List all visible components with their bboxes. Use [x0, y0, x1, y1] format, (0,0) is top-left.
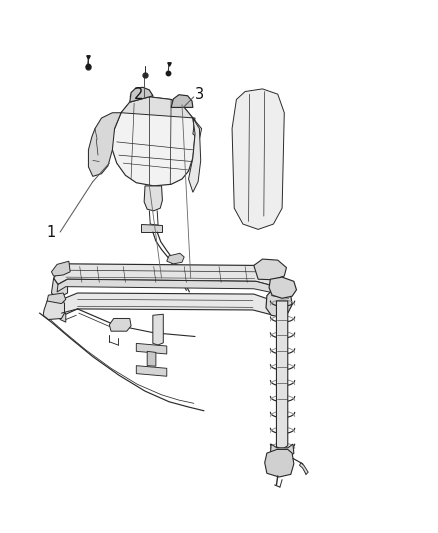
Polygon shape — [141, 224, 162, 232]
Polygon shape — [147, 351, 156, 366]
Text: 3: 3 — [195, 87, 204, 102]
Polygon shape — [136, 343, 167, 354]
Polygon shape — [110, 318, 131, 331]
Polygon shape — [153, 314, 163, 345]
Polygon shape — [88, 113, 121, 176]
Polygon shape — [167, 253, 184, 264]
Polygon shape — [171, 95, 193, 108]
Polygon shape — [57, 279, 280, 294]
Polygon shape — [270, 444, 294, 458]
Text: 1: 1 — [47, 224, 56, 239]
Polygon shape — [51, 261, 70, 276]
Polygon shape — [276, 301, 288, 449]
Polygon shape — [53, 264, 284, 288]
Polygon shape — [47, 293, 66, 304]
Polygon shape — [232, 89, 284, 229]
Polygon shape — [144, 186, 162, 211]
Polygon shape — [266, 289, 292, 317]
Polygon shape — [121, 97, 201, 139]
Polygon shape — [254, 259, 286, 280]
Polygon shape — [300, 463, 308, 474]
Polygon shape — [51, 278, 67, 298]
Polygon shape — [43, 297, 64, 319]
Text: 2: 2 — [134, 87, 143, 102]
Polygon shape — [113, 97, 195, 186]
Polygon shape — [59, 309, 66, 322]
Polygon shape — [136, 366, 167, 376]
Polygon shape — [188, 118, 201, 192]
Polygon shape — [265, 449, 294, 477]
Polygon shape — [130, 87, 153, 102]
Polygon shape — [61, 293, 278, 316]
Polygon shape — [269, 277, 297, 298]
